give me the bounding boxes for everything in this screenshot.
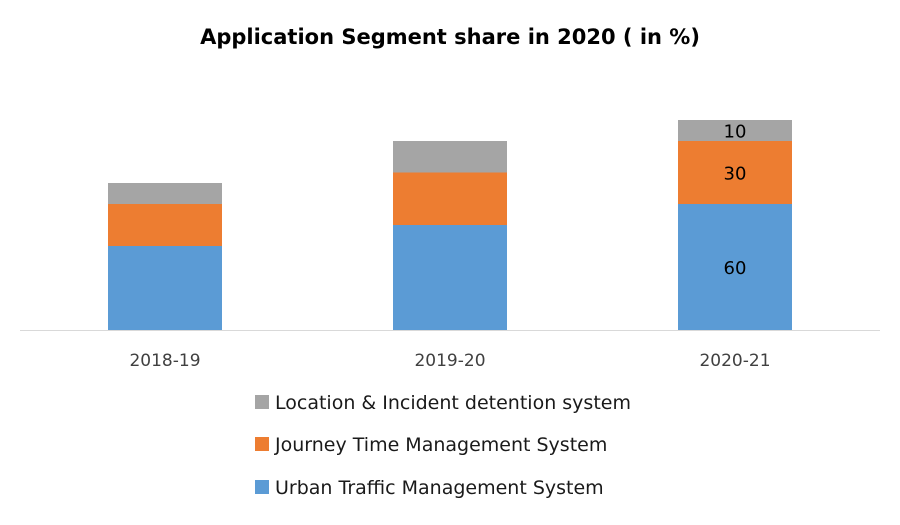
legend-label: Location & Incident detention system — [275, 392, 631, 414]
data-label: 60 — [724, 258, 747, 279]
bar-2020-21-series-0 — [678, 204, 792, 330]
data-labels: 60 30 10 — [724, 122, 747, 280]
x-tick-label: 2019-20 — [414, 351, 485, 371]
data-label: 30 — [724, 164, 747, 185]
x-tick-label: 2020-21 — [699, 351, 770, 371]
bars-group — [108, 120, 792, 330]
legend-label: Journey Time Management System — [274, 434, 607, 456]
legend-swatch — [255, 480, 269, 494]
legend: Location & Incident detention system Jour… — [255, 392, 631, 499]
legend-swatch — [255, 437, 269, 451]
legend-swatch — [255, 395, 269, 409]
bar-2019-20-series-2 — [393, 141, 507, 173]
legend-label: Urban Traffic Management System — [275, 477, 604, 499]
data-label: 10 — [724, 122, 747, 143]
chart-title: Application Segment share in 2020 ( in %… — [200, 25, 700, 49]
bar-2018-19-series-0 — [108, 246, 222, 330]
bar-2019-20-series-0 — [393, 225, 507, 330]
bar-2020-21-series-2 — [678, 120, 792, 141]
bar-2020-21-series-1 — [678, 141, 792, 204]
x-tick-labels: 2018-19 2019-20 2020-21 — [129, 351, 770, 371]
bar-2018-19-series-1 — [108, 204, 222, 246]
x-tick-label: 2018-19 — [129, 351, 200, 371]
bar-2018-19-series-2 — [108, 183, 222, 204]
bar-2019-20-series-1 — [393, 172, 507, 225]
